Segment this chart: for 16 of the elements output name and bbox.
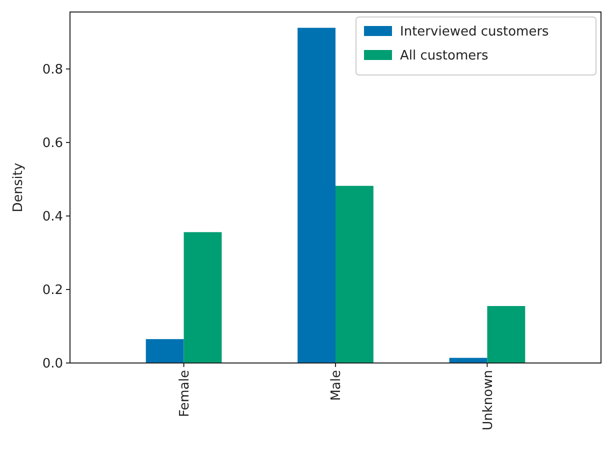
bar	[336, 186, 374, 363]
y-tick-label: 0.8	[42, 62, 63, 78]
legend-label: Interviewed customers	[400, 24, 550, 40]
y-tick-label: 0.4	[42, 210, 63, 225]
y-tick-label: 0.2	[42, 283, 63, 298]
bar	[146, 339, 184, 363]
bar	[298, 28, 336, 363]
x-tick-label: Male	[329, 370, 344, 401]
legend-label: All customers	[400, 48, 488, 64]
y-axis-title: Density	[11, 162, 26, 212]
y-tick-label: 0.0	[42, 356, 63, 372]
x-tick-label: Unknown	[480, 370, 496, 430]
bar	[487, 306, 526, 363]
bar	[184, 232, 222, 363]
x-tick-label: Female	[177, 370, 192, 418]
y-tick-label: 0.6	[42, 136, 63, 152]
